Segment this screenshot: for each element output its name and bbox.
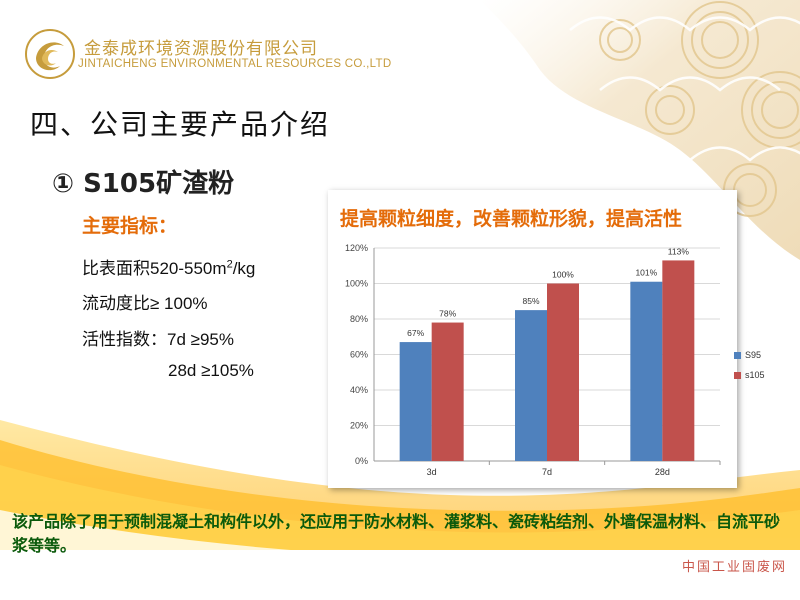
data-label: 113% bbox=[668, 246, 690, 256]
y-tick-label: 120% bbox=[345, 243, 368, 253]
golden-band-decoration bbox=[0, 420, 800, 600]
legend-swatch-s95 bbox=[734, 351, 741, 359]
bar-s95-7d bbox=[515, 310, 547, 461]
spec-specific-surface-prefix: 比表面积520-550m bbox=[82, 259, 227, 278]
spec-specific-surface-suffix: /kg bbox=[232, 259, 256, 278]
chart-title: 提高颗粒细度，改善颗粒形貌，提高活性 bbox=[340, 208, 683, 230]
y-tick-label: 40% bbox=[350, 385, 368, 395]
x-tick-label: 28d bbox=[655, 467, 670, 477]
y-tick-label: 0% bbox=[355, 456, 368, 466]
y-tick-label: 100% bbox=[345, 279, 368, 289]
bar-s105-3d bbox=[431, 322, 464, 461]
company-logo bbox=[25, 29, 75, 79]
product-title: ① S105矿渣粉 bbox=[52, 169, 235, 199]
bar-s95-28d bbox=[630, 281, 663, 461]
spec-specific-surface-sup: 2 bbox=[226, 258, 233, 271]
spec-fluidity: 流动度比≥ 100% bbox=[82, 294, 208, 313]
activity-chart: 0% 20% 40% 60% 80% 100% 120% 3d 67% 78% 7d 85% 100% 2… bbox=[328, 190, 737, 488]
watermark: 中国工业固废网 bbox=[682, 560, 788, 575]
legend-item-s105: s105 bbox=[734, 365, 765, 385]
product-applications-text: 该产品除了用于预制混凝土和构件以外，还应用于防水材料、灌浆料、瓷砖粘结剂、外墙保… bbox=[12, 512, 781, 555]
indicators-heading: 主要指标： bbox=[82, 215, 178, 237]
legend-label-s95: S95 bbox=[745, 350, 762, 360]
y-tick-label: 80% bbox=[350, 314, 368, 324]
x-tick-label: 7d bbox=[542, 467, 552, 477]
bar-s105-7d bbox=[547, 283, 579, 461]
legend-item-s95: S95 bbox=[734, 345, 765, 365]
chart-canvas: 0% 20% 40% 60% 80% 100% 120% 3d 67% 78% 7d 85% 100% 2… bbox=[345, 243, 721, 477]
x-tick-label: 3d bbox=[427, 467, 437, 477]
bar-s105-28d bbox=[662, 260, 695, 461]
bar-s95-3d bbox=[399, 342, 432, 461]
wave-pattern-decoration bbox=[480, 0, 800, 260]
data-label: 100% bbox=[552, 270, 574, 280]
spec-activity-28d: 28d ≥105% bbox=[168, 361, 254, 380]
spec-activity-7d: 活性指数：7d ≥95% bbox=[82, 330, 234, 349]
data-label: 101% bbox=[635, 268, 657, 278]
legend-label-s105: s105 bbox=[745, 370, 765, 380]
y-tick-label: 20% bbox=[350, 421, 368, 431]
data-label: 67% bbox=[407, 328, 424, 338]
y-tick-label: 60% bbox=[350, 350, 368, 360]
section-title: 四、公司主要产品介绍 bbox=[30, 108, 331, 141]
data-label: 85% bbox=[522, 296, 539, 306]
chart-legend: S95 s105 bbox=[734, 345, 765, 385]
company-name-cn: 金泰成环境资源股份有限公司 bbox=[84, 39, 318, 59]
spec-specific-surface: 比表面积520-550m2/kg bbox=[82, 254, 255, 279]
legend-swatch-s105 bbox=[734, 371, 741, 379]
company-name-en: JINTAICHENG ENVIRONMENTAL RESOURCES CO.,… bbox=[78, 58, 392, 70]
data-label: 78% bbox=[439, 309, 456, 319]
